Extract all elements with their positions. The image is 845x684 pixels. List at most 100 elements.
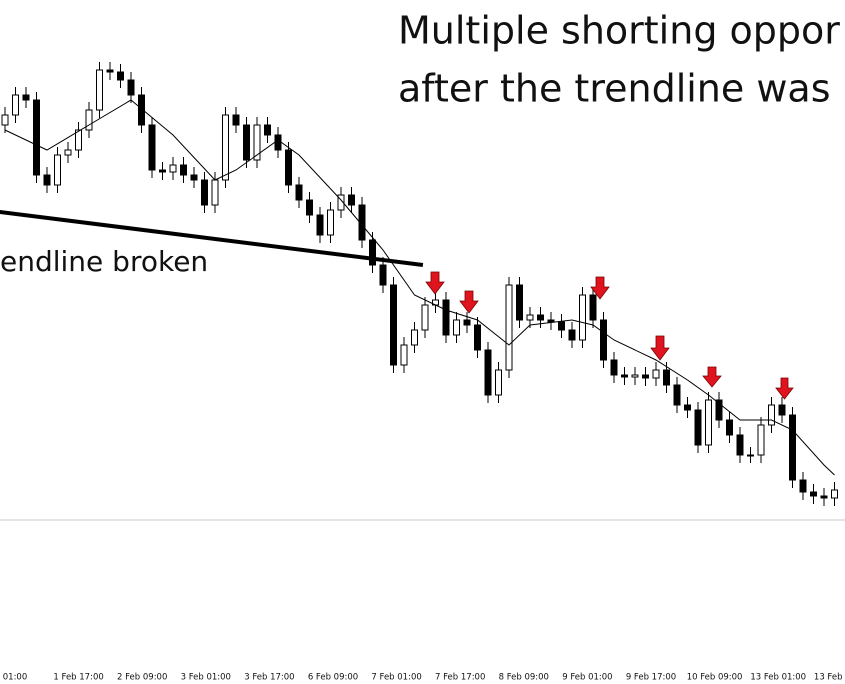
candle-body [264,124,271,136]
candle-body [274,134,282,151]
candle-body [421,304,429,331]
candle-body [516,284,523,321]
candle-body [85,109,93,131]
candle-body [232,114,240,126]
candle-body [159,169,166,173]
candle-body [348,194,355,206]
arrows [425,271,794,400]
candle-body [190,174,198,181]
trendline [0,210,424,267]
candle-body [253,124,261,161]
annotation: Multiple shorting oppor [398,9,840,53]
candle-body [54,154,61,186]
candle-body [379,264,387,286]
candle-body [33,99,40,176]
annotation: endline broken [0,245,208,278]
candle-body [757,424,765,456]
x-tick-label: 01:00 [3,673,28,683]
candle-body [358,204,366,241]
x-tick-label: 9 Feb 17:00 [626,673,676,683]
candle-body [337,194,345,211]
candle-body [558,321,565,331]
candle-body [621,374,628,378]
candle-body [747,454,754,457]
candle-body [243,124,250,161]
candle-body [579,294,586,341]
x-tick-label: 7 Feb 01:00 [371,673,421,683]
candle-body [43,174,51,186]
candle-body [495,369,502,396]
candle-body [148,124,156,171]
down-arrow [702,366,722,388]
candle-body [306,199,313,216]
candle-body [642,374,649,379]
candle-body [652,369,660,379]
candle-body [768,404,775,426]
candle-body [684,404,691,411]
candle-body [64,149,72,156]
x-tick-label: 2 Feb 09:00 [117,673,167,683]
candle-body [810,491,817,497]
candle-body [663,369,670,386]
candle-body [295,184,303,201]
x-tick-label: 3 Feb 17:00 [244,673,294,683]
candle-body [285,149,292,186]
candle-body [631,374,639,378]
candle-body [547,319,555,323]
candle-body [589,294,597,321]
candle-body [106,69,114,73]
candle-body [211,179,219,206]
candle-body [400,344,408,366]
candle-body [117,71,124,81]
candle-body [369,239,376,266]
candle-body [799,479,807,493]
candle-body [390,284,397,366]
candle-body [138,94,145,126]
candle-body [537,314,544,321]
candle-body [789,414,796,481]
candle-body [453,319,460,336]
candle-body [474,324,481,351]
x-tick-label: 9 Feb 01:00 [562,673,612,683]
candle-body [316,214,324,236]
x-tick-label: 10 Feb 09:00 [687,673,743,683]
x-tick-label: 13 Feb 17:00 [814,673,845,683]
x-tick-label: 13 Feb 01:00 [750,673,806,683]
candle-body [526,314,534,321]
candle-body [831,489,838,499]
candle-body [180,164,187,176]
candle-body [820,495,828,499]
candle-body [1,114,9,126]
candle-body [715,399,723,421]
x-tick-label: 8 Feb 09:00 [499,673,549,683]
down-arrow [459,290,479,314]
candle-body [673,384,681,406]
candle-body [442,299,450,336]
x-tick-label: 7 Feb 17:00 [435,673,485,683]
down-arrow [425,271,445,295]
candle-body [96,69,103,111]
candle-body [484,349,492,396]
candle-body [568,329,576,341]
candle-body [463,319,471,326]
annotation: after the trendline was [398,67,831,111]
candle-body [610,359,618,376]
candle-body [694,409,702,446]
candle-body [505,284,513,371]
candle-body [222,114,229,181]
candle-body [169,164,177,173]
candle-body [127,79,135,96]
candle-body [327,209,334,236]
down-arrow [590,276,610,300]
down-arrow [775,377,794,400]
candle-body [12,94,19,116]
candle-body [22,94,30,101]
x-tick-label: 1 Feb 17:00 [53,673,103,683]
down-arrow [650,335,670,361]
candle-body [411,329,418,346]
moving-average [4,99,835,476]
candle-body [778,404,786,416]
candle-body [75,129,82,151]
candle-body [705,399,712,446]
